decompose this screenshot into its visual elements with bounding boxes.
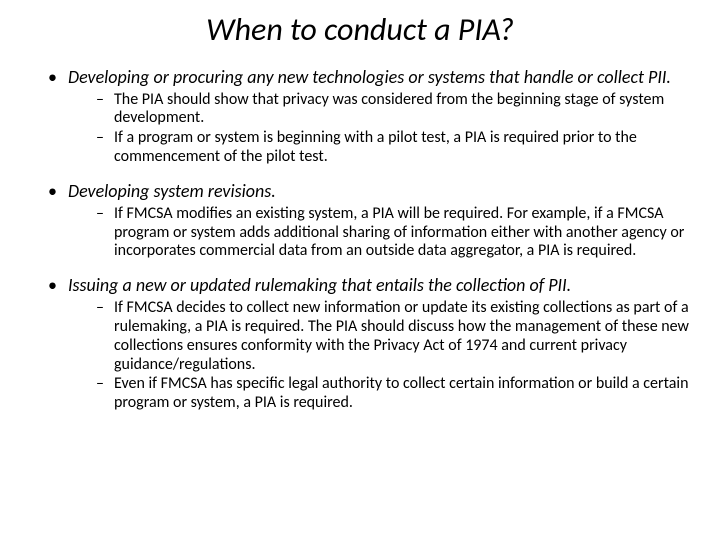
- sub-list: If FMCSA modifies an existing system, a …: [68, 205, 690, 262]
- bullet-text: Issuing a new or updated rulemaking that…: [68, 274, 571, 296]
- list-item: Issuing a new or updated rulemaking that…: [48, 275, 690, 413]
- sub-list: The PIA should show that privacy was con…: [68, 91, 690, 168]
- sub-list: If FMCSA decides to collect new informat…: [68, 299, 690, 413]
- sub-item: The PIA should show that privacy was con…: [96, 91, 690, 129]
- sub-item: If a program or system is beginning with…: [96, 129, 690, 167]
- sub-item: If FMCSA decides to collect new informat…: [96, 299, 690, 375]
- list-item: Developing or procuring any new technolo…: [48, 67, 690, 167]
- slide-title: When to conduct a PIA?: [30, 10, 690, 49]
- list-item: Developing system revisions. If FMCSA mo…: [48, 181, 690, 261]
- sub-item: If FMCSA modifies an existing system, a …: [96, 205, 690, 262]
- bullet-list: Developing or procuring any new technolo…: [30, 67, 690, 413]
- bullet-text: Developing system revisions.: [68, 180, 276, 202]
- bullet-text: Developing or procuring any new technolo…: [68, 66, 671, 88]
- sub-item: Even if FMCSA has specific legal authori…: [96, 375, 690, 413]
